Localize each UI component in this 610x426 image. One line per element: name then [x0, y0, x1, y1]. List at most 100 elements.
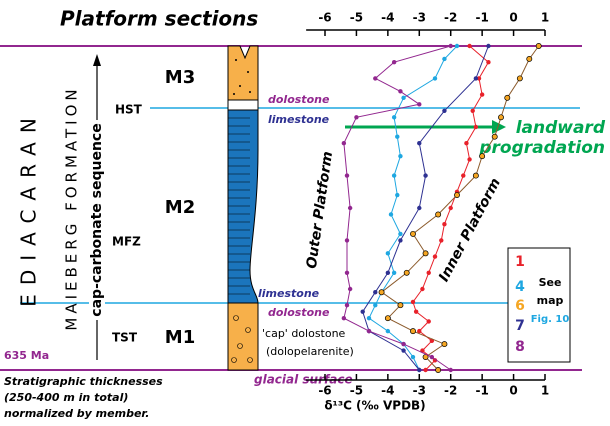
lithology-label: dolostone	[268, 93, 330, 106]
era-label: EDIACARAN	[17, 109, 41, 307]
data-point	[404, 270, 409, 275]
sequence-label: cap-carbonate sequence	[89, 123, 105, 316]
data-point	[386, 329, 390, 333]
data-point	[373, 303, 377, 307]
data-point	[411, 300, 415, 304]
x-tick-label: -5	[350, 384, 363, 398]
x-tick-label: -1	[475, 384, 488, 398]
data-point	[420, 287, 424, 291]
data-point	[449, 206, 453, 210]
x-tick-label: 1	[541, 11, 549, 25]
data-point	[449, 368, 453, 372]
legend-note: See	[539, 276, 562, 289]
data-point	[342, 141, 346, 145]
data-point	[480, 92, 484, 96]
x-tick-label: -4	[381, 384, 394, 398]
x-tick-label: -2	[444, 11, 457, 25]
data-point	[427, 319, 431, 323]
data-point	[442, 341, 447, 346]
data-point	[442, 109, 446, 113]
data-point	[398, 154, 402, 158]
data-point	[417, 102, 421, 106]
data-point	[401, 348, 405, 352]
legend-entry: 7	[515, 318, 525, 334]
member-label: M3	[165, 67, 195, 88]
note: Stratigraphic thicknesses	[4, 375, 163, 388]
legend-note: map	[537, 294, 564, 307]
data-point	[398, 232, 402, 236]
data-point	[455, 44, 459, 48]
data-point	[367, 329, 371, 333]
data-point	[498, 115, 503, 120]
data-point	[423, 173, 427, 177]
data-point	[471, 109, 475, 113]
data-point	[467, 44, 471, 48]
tst-label: TST	[112, 331, 138, 345]
data-point	[345, 238, 349, 242]
x-axis-label: δ¹³C (‰ VPDB)	[324, 399, 425, 413]
legend-note: Fig. 10	[531, 314, 570, 325]
data-point	[417, 206, 421, 210]
data-point	[395, 135, 399, 139]
x-tick-label: -6	[318, 11, 331, 25]
x-tick-label: -2	[444, 384, 457, 398]
data-point	[414, 309, 418, 313]
data-point	[461, 173, 465, 177]
strat-column	[228, 46, 258, 370]
data-point	[398, 89, 402, 93]
data-point	[410, 329, 415, 334]
data-point	[486, 44, 490, 48]
x-tick-label: -3	[413, 11, 426, 25]
legend-entry: 4	[515, 279, 525, 295]
data-point	[345, 173, 349, 177]
column-gap	[228, 100, 258, 110]
data-point	[474, 76, 478, 80]
data-point	[401, 96, 405, 100]
data-point	[389, 212, 393, 216]
x-tick-label: -1	[475, 11, 488, 25]
dot	[249, 91, 251, 93]
member-label: M2	[165, 197, 195, 218]
legend-entry: 8	[515, 339, 525, 355]
chart: Platform sections δ¹³C (‰ VPDB) EDIACARA…	[0, 0, 610, 422]
lithology-label: limestone	[258, 287, 320, 300]
data-point	[433, 254, 437, 258]
data-point	[345, 271, 349, 275]
data-point	[423, 251, 428, 256]
formation-label: MAIEBERG FORMATION	[63, 85, 81, 330]
data-point	[392, 173, 396, 177]
x-tick-label: 0	[509, 11, 517, 25]
data-point	[386, 271, 390, 275]
note: (250-400 m in total)	[4, 391, 128, 404]
x-tick-label: 1	[541, 384, 549, 398]
data-point	[417, 141, 421, 145]
data-point	[467, 157, 471, 161]
data-point	[427, 271, 431, 275]
data-point	[436, 212, 441, 217]
x-tick-label: -6	[318, 384, 331, 398]
data-point	[492, 134, 497, 139]
data-point	[345, 303, 349, 307]
data-point	[505, 95, 510, 100]
dot	[235, 59, 237, 61]
x-tick-label: -4	[381, 11, 394, 25]
data-point	[348, 206, 352, 210]
data-point	[442, 57, 446, 61]
data-point	[442, 222, 446, 226]
data-point	[433, 76, 437, 80]
column-dolostone-bottom	[228, 303, 258, 370]
data-point	[398, 238, 402, 242]
dot	[239, 85, 241, 87]
lithology-label: dolostone	[268, 306, 330, 319]
data-point	[342, 316, 346, 320]
data-point	[385, 316, 390, 321]
column-dolostone-top	[228, 46, 258, 100]
annotation: landward	[516, 118, 606, 138]
data-point	[449, 44, 453, 48]
data-point	[373, 76, 377, 80]
legend-entry: 6	[515, 298, 525, 314]
data-point	[480, 154, 485, 159]
data-point	[410, 231, 415, 236]
data-point	[439, 238, 443, 242]
data-point	[474, 125, 478, 129]
